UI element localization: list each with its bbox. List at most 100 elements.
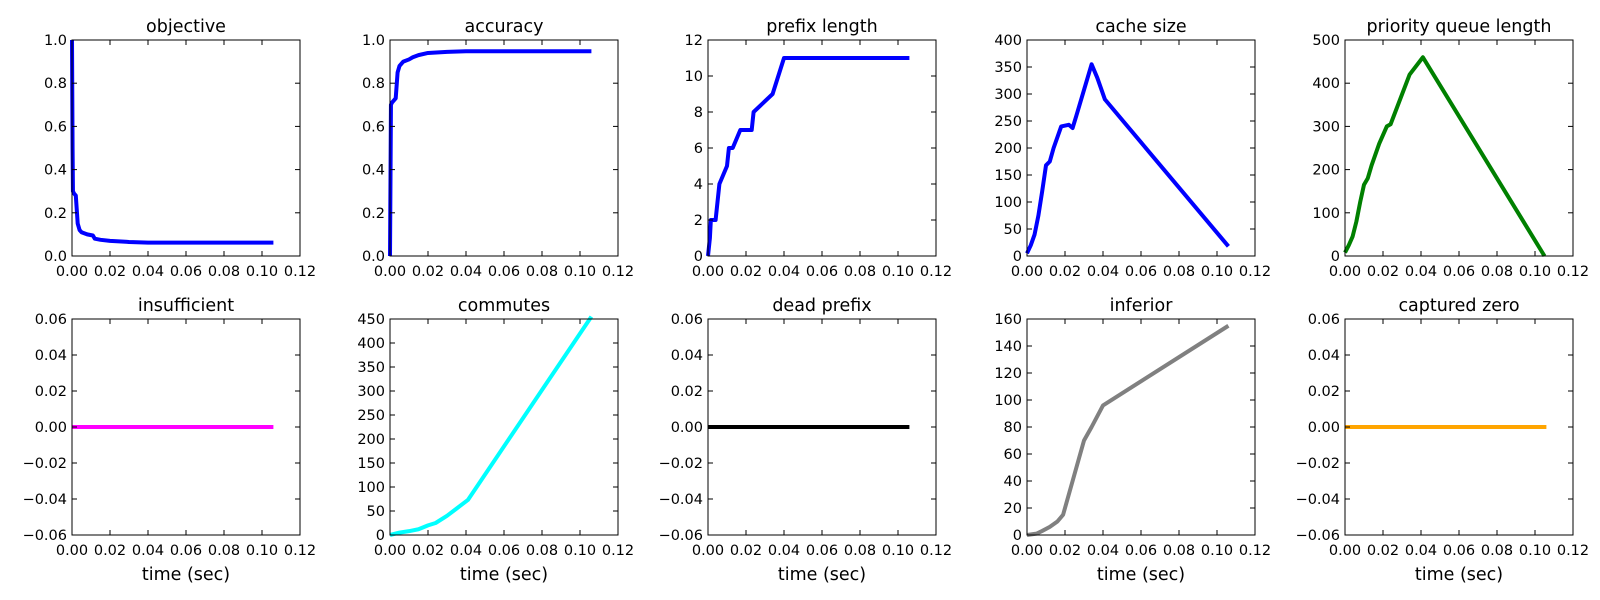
y-tick-label: 0.04: [1308, 348, 1340, 364]
y-tick-label: 2: [694, 213, 703, 229]
x-tick-label: 0.00: [692, 543, 724, 559]
x-tick-label: 0.04: [1405, 543, 1437, 559]
x-tick-label: 0.12: [602, 264, 634, 280]
x-axis-label: time (sec): [1097, 565, 1185, 585]
x-tick-label: 0.00: [1329, 543, 1361, 559]
x-tick-label: 0.10: [564, 264, 596, 280]
y-tick-label: 0.06: [1308, 312, 1340, 328]
x-tick-label: 0.00: [1011, 264, 1043, 280]
y-tick-label: 200: [994, 141, 1022, 157]
x-tick-label: 0.12: [284, 543, 316, 559]
x-tick-label: 0.02: [94, 264, 126, 280]
y-tick-label: 60: [1004, 447, 1022, 463]
x-tick-label: 0.02: [94, 543, 126, 559]
y-tick-label: 0.6: [362, 119, 385, 135]
plot-frame: [707, 39, 937, 257]
chart-panel: 0.00 0.02 0.04 0.06 0.08 0.10 0.12 0 2 4 6 8 10 12 pre…: [685, 17, 953, 280]
x-tick-label: 0.06: [1125, 543, 1157, 559]
x-tick-label: 0.08: [1481, 264, 1513, 280]
x-tick-label: 0.02: [1049, 543, 1081, 559]
y-tick-label: 0.6: [44, 119, 67, 135]
y-tick-label: 350: [357, 360, 385, 376]
y-tick-label: 0.4: [362, 163, 385, 179]
chart-title: dead prefix: [772, 296, 871, 316]
x-tick-label: 0.06: [1443, 264, 1475, 280]
y-tick-label: 0.02: [671, 384, 703, 400]
plot-frame: [389, 318, 619, 536]
x-tick-label: 0.08: [1163, 264, 1195, 280]
y-tick-label: 0.8: [362, 76, 385, 92]
x-tick-label: 0.08: [844, 264, 876, 280]
x-tick-label: 0.00: [692, 264, 724, 280]
x-tick-label: 0.00: [56, 264, 88, 280]
chart-panel: 0.00 0.02 0.04 0.06 0.08 0.10 0.12 0.0 0.2 0.4 0.6…: [44, 17, 316, 280]
plot-frame: [1026, 318, 1256, 536]
x-tick-label: 0.00: [374, 543, 406, 559]
x-tick-label: 0.12: [1239, 543, 1271, 559]
y-tick-label: 0.00: [35, 420, 67, 436]
y-tick-label: 500: [1312, 33, 1340, 49]
y-tick-label: 0: [1331, 249, 1340, 265]
y-tick-label: 400: [1312, 76, 1340, 92]
x-tick-label: 0.02: [730, 264, 762, 280]
x-tick-label: 0.06: [1125, 264, 1157, 280]
x-tick-label: 0.08: [208, 264, 240, 280]
y-tick-label: 50: [367, 504, 385, 520]
y-tick-label: 0.02: [35, 384, 67, 400]
x-tick-label: 0.04: [768, 543, 800, 559]
x-tick-label: 0.04: [132, 543, 164, 559]
y-tick-label: −0.04: [659, 492, 703, 508]
x-tick-label: 0.06: [170, 264, 202, 280]
x-tick-label: 0.10: [1519, 543, 1551, 559]
y-tick-label: 350: [994, 60, 1022, 76]
y-tick-label: 400: [994, 33, 1022, 49]
chart-panel: 0.00 0.02 0.04 0.06 0.08 0.10 0.12 0 50 100 150 200…: [994, 17, 1271, 280]
x-axis-label: time (sec): [142, 565, 230, 585]
chart-title: commutes: [458, 296, 550, 316]
x-tick-label: 0.02: [412, 543, 444, 559]
x-tick-label: 0.02: [1367, 264, 1399, 280]
x-axis-label: time (sec): [778, 565, 866, 585]
x-tick-label: 0.02: [730, 543, 762, 559]
y-tick-label: 0.00: [671, 420, 703, 436]
x-tick-label: 0.04: [132, 264, 164, 280]
chart-panel: 0.00 0.02 0.04 0.06 0.08 0.10 0.12 0 100 200 300 40…: [1312, 17, 1589, 280]
x-tick-label: 0.12: [1557, 264, 1589, 280]
chart-title: inferior: [1110, 296, 1174, 316]
x-tick-label: 0.10: [246, 543, 278, 559]
x-tick-label: 0.04: [1405, 264, 1437, 280]
x-tick-label: 0.10: [882, 543, 914, 559]
y-tick-label: 100: [357, 480, 385, 496]
y-tick-label: 0.8: [44, 76, 67, 92]
y-tick-label: 0: [1013, 528, 1022, 544]
y-tick-label: 100: [994, 195, 1022, 211]
x-axis-label: time (sec): [1415, 565, 1503, 585]
y-tick-label: 120: [994, 366, 1022, 382]
y-tick-label: −0.02: [1296, 456, 1340, 472]
x-tick-label: 0.04: [450, 543, 482, 559]
x-tick-label: 0.10: [246, 264, 278, 280]
x-tick-label: 0.12: [1239, 264, 1271, 280]
y-tick-label: 0.0: [44, 249, 67, 265]
x-tick-label: 0.12: [920, 543, 952, 559]
chart-title: objective: [146, 17, 226, 37]
chart-title: accuracy: [465, 17, 544, 37]
y-tick-label: 0.0: [362, 249, 385, 265]
y-tick-label: 40: [1004, 474, 1022, 490]
series-line: [1343, 55, 1547, 258]
chart-panel: 0.00 0.02 0.04 0.06 0.08 0.10 0.12 0 20 40 60 80 100…: [994, 296, 1271, 585]
x-tick-label: 0.12: [920, 264, 952, 280]
x-tick-label: 0.12: [602, 543, 634, 559]
y-tick-label: 8: [694, 105, 703, 121]
x-tick-label: 0.04: [1087, 543, 1119, 559]
y-tick-label: 100: [994, 393, 1022, 409]
x-tick-label: 0.02: [1367, 543, 1399, 559]
y-tick-label: 0.2: [362, 206, 385, 222]
x-tick-label: 0.02: [1049, 264, 1081, 280]
y-tick-label: 0: [1013, 249, 1022, 265]
chart-title: insufficient: [138, 296, 234, 316]
plot-frame: [389, 39, 619, 257]
y-tick-label: 20: [1004, 501, 1022, 517]
x-tick-label: 0.04: [1087, 264, 1119, 280]
y-tick-label: 0.06: [35, 312, 67, 328]
